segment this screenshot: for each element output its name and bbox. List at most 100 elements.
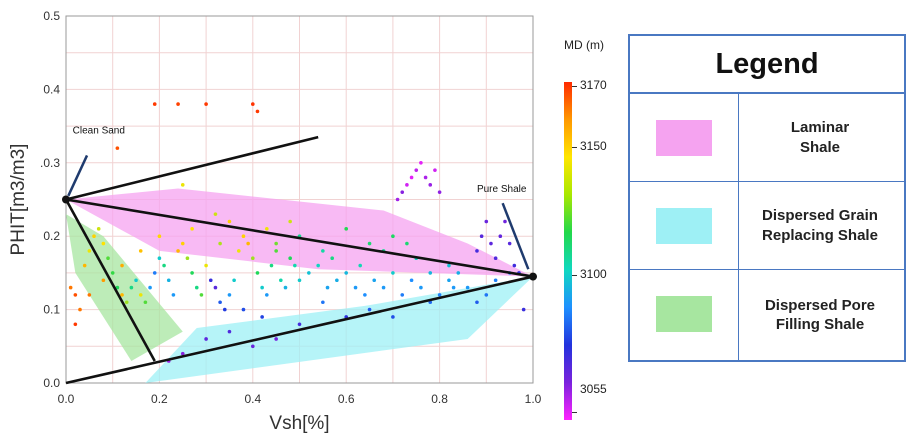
data-point — [419, 285, 423, 290]
legend-divider — [738, 182, 739, 269]
x-tick-label: 0.6 — [338, 392, 355, 406]
data-point — [433, 168, 437, 172]
y-tick-label: 0.4 — [43, 82, 60, 96]
data-point — [409, 175, 414, 180]
data-point — [484, 219, 489, 224]
data-point — [400, 190, 405, 194]
data-point — [330, 256, 334, 261]
data-point — [87, 293, 92, 297]
reference-line-dispersed-line — [64, 198, 156, 362]
annotation-arrow-clean-sand — [67, 154, 89, 197]
data-point — [96, 227, 101, 231]
legend-box: Legend Laminar Shale Dispersed Grain Rep… — [628, 34, 906, 362]
y-tick-label: .0.3 — [40, 156, 60, 170]
data-point — [138, 293, 143, 297]
data-point — [265, 227, 269, 231]
data-point — [232, 278, 236, 283]
region-1 — [145, 276, 533, 383]
data-point — [199, 293, 204, 297]
data-point — [405, 183, 409, 187]
reference-line-lower-bound — [65, 275, 534, 385]
data-point — [134, 278, 138, 283]
data-point — [493, 278, 498, 283]
data-point — [180, 241, 185, 246]
data-point — [251, 102, 255, 106]
data-point — [82, 263, 87, 268]
reference-line-clean-to-shale — [65, 198, 534, 278]
legend-row-dispersed-grain: Dispersed Grain Replacing Shale — [630, 182, 904, 270]
data-point — [391, 271, 395, 275]
data-point — [428, 271, 433, 275]
data-point — [395, 197, 400, 202]
x-axis-label: Vsh[%] — [269, 413, 329, 434]
colorbar-title: MD (m) — [564, 38, 604, 52]
data-point — [344, 227, 349, 231]
data-point — [255, 109, 260, 114]
data-point — [307, 271, 311, 275]
legend-label-dispersed-pore: Dispersed Pore Filling Shale — [764, 296, 876, 334]
data-point — [409, 278, 414, 283]
clean-sand-point — [62, 195, 70, 204]
data-point — [185, 256, 190, 261]
legend-row-dispersed-pore: Dispersed Pore Filling Shale — [630, 270, 904, 360]
data-point — [241, 234, 246, 238]
data-point — [246, 241, 250, 246]
data-point — [194, 285, 199, 290]
data-point — [157, 234, 162, 238]
data-point — [218, 300, 222, 305]
data-point — [101, 278, 106, 283]
data-point — [507, 241, 512, 246]
data-point — [176, 102, 180, 106]
data-point — [447, 263, 451, 268]
data-point — [241, 307, 246, 312]
crossplot-chart: Clean Sand Pure Shale 0.0 0.2 0.4 0.6 0.8 1.0 0.… — [8, 9, 542, 434]
data-point — [157, 256, 162, 261]
data-point — [208, 278, 213, 283]
data-point — [138, 249, 143, 253]
annotation-arrow-pure-shale — [501, 202, 530, 270]
data-point — [68, 285, 73, 290]
data-point — [143, 300, 148, 305]
annotation-clean-sand: Clean Sand — [73, 125, 125, 136]
legend-divider — [738, 94, 739, 181]
data-point — [447, 278, 451, 283]
data-point — [391, 315, 395, 319]
data-point — [283, 285, 288, 290]
x-tick-label: 0.4 — [244, 392, 261, 406]
data-point — [260, 285, 264, 290]
data-point — [381, 285, 386, 290]
pure-shale-point — [529, 272, 537, 281]
data-point — [190, 271, 194, 275]
legend-divider — [738, 270, 739, 360]
colorbar-tick — [572, 412, 577, 413]
data-point — [260, 315, 264, 319]
data-point — [498, 234, 503, 238]
data-point — [171, 293, 176, 297]
data-point — [475, 300, 479, 305]
data-point — [101, 241, 106, 246]
data-point — [227, 293, 232, 297]
x-tick-label: 0.8 — [431, 392, 448, 406]
data-point — [335, 278, 339, 283]
data-point — [227, 329, 232, 334]
y-tick-label: 0.2 — [43, 229, 60, 243]
data-point — [162, 263, 166, 268]
data-point — [288, 219, 292, 224]
data-point — [148, 285, 152, 290]
colorbar-gradient — [564, 82, 572, 420]
data-point — [204, 102, 208, 106]
data-point — [358, 263, 363, 268]
data-point — [297, 322, 302, 327]
y-tick-label: 0.0 — [43, 376, 60, 390]
data-point — [279, 278, 283, 283]
data-point — [176, 249, 180, 253]
data-point — [218, 241, 222, 246]
legend-title: Legend — [630, 36, 904, 94]
legend-label-laminar: Laminar Shale — [790, 119, 850, 156]
data-point — [92, 234, 96, 238]
data-point — [325, 285, 330, 290]
data-point — [414, 168, 419, 172]
legend-label-dispersed-grain: Dispersed Grain Replacing Shale — [762, 207, 878, 244]
data-point — [367, 241, 372, 246]
data-point — [489, 241, 493, 246]
